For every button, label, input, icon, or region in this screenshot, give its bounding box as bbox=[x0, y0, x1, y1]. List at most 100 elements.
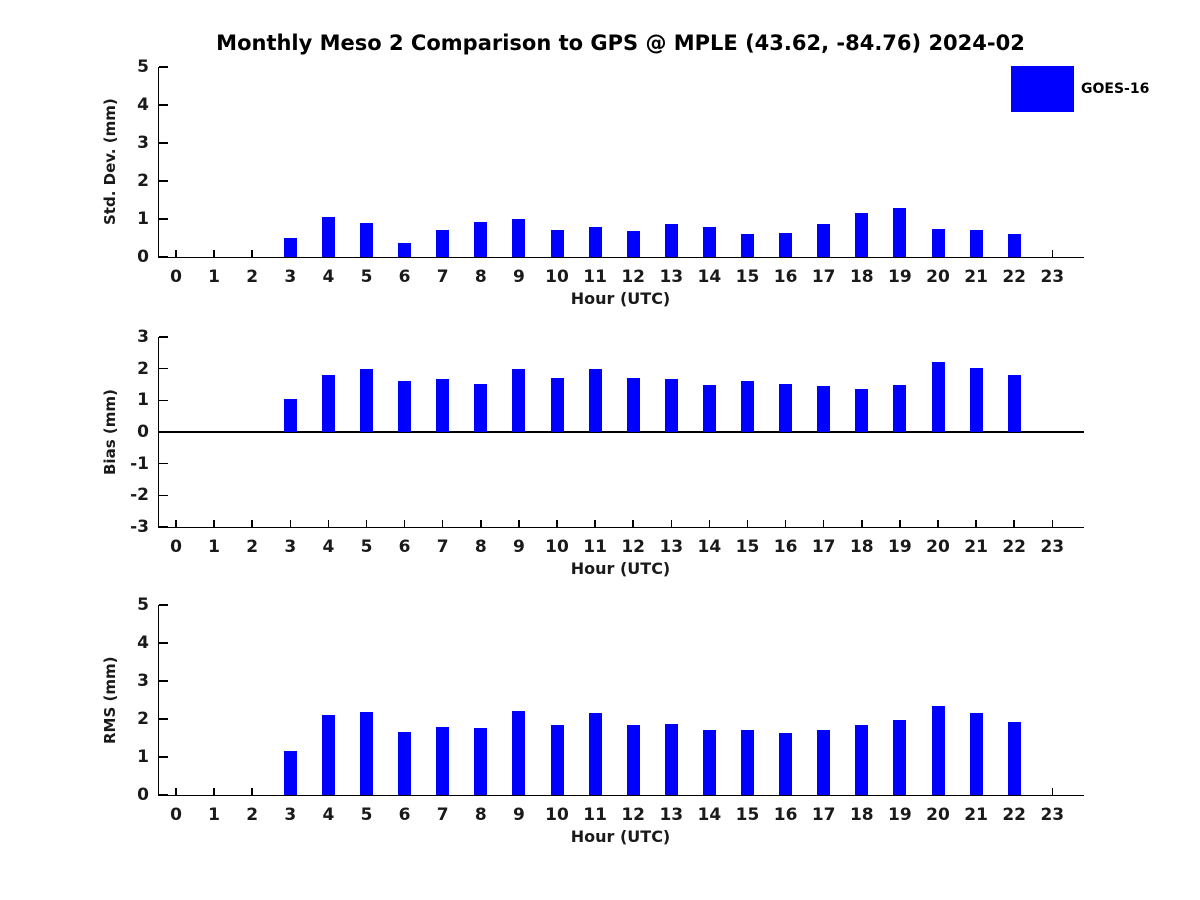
x-tick-label-10: 10 bbox=[545, 537, 569, 557]
x-tick-label-6: 6 bbox=[398, 267, 411, 287]
x-tick-23 bbox=[1051, 788, 1054, 795]
x-tick-4 bbox=[327, 520, 330, 527]
x-tick-label-4: 4 bbox=[322, 537, 335, 557]
x-tick-11 bbox=[594, 520, 596, 527]
y-tick-1 bbox=[159, 756, 168, 758]
x-tick-label-11: 11 bbox=[583, 267, 607, 287]
bar-hour-6 bbox=[398, 380, 412, 432]
zero-line bbox=[159, 431, 1084, 433]
x-tick-label-22: 22 bbox=[1002, 805, 1027, 825]
y-tick-label--1: -1 bbox=[130, 453, 149, 474]
y-tick-label-3: 3 bbox=[137, 133, 149, 153]
bar-hour-5 bbox=[360, 712, 373, 795]
y-tick-2 bbox=[159, 367, 168, 370]
x-tick-1 bbox=[213, 788, 215, 795]
x-tick-label-0: 0 bbox=[170, 267, 182, 287]
x-tick-0 bbox=[175, 520, 177, 527]
x-tick-7 bbox=[441, 520, 444, 527]
legend-swatch-goes-16 bbox=[1011, 66, 1074, 112]
bar-hour-11 bbox=[588, 227, 602, 257]
x-tick-label-23: 23 bbox=[1040, 537, 1065, 557]
bar-hour-20 bbox=[931, 706, 945, 795]
x-tick-20 bbox=[937, 520, 939, 527]
y-tick-label-4: 4 bbox=[137, 633, 149, 653]
x-tick-3 bbox=[289, 520, 292, 527]
x-tick-label-0: 0 bbox=[170, 537, 182, 557]
x-tick-label-5: 5 bbox=[360, 805, 373, 825]
y-tick-1 bbox=[159, 399, 168, 402]
x-tick-label-17: 17 bbox=[811, 805, 836, 825]
x-tick-label-3: 3 bbox=[284, 537, 297, 557]
x-tick-label-19: 19 bbox=[888, 267, 912, 287]
x-tick-label-16: 16 bbox=[773, 267, 798, 287]
x-tick-label-5: 5 bbox=[360, 537, 373, 557]
y-tick-4 bbox=[159, 642, 168, 644]
x-tick-label-4: 4 bbox=[322, 267, 335, 287]
plot-area-rms: 0 1 2 3 4 5 0 1 2 3 4 5 6 7 8 9 10 11 12 13 14 15 16 17 18 19 20 21… bbox=[137, 595, 1084, 825]
x-tick-label-2: 2 bbox=[246, 805, 259, 825]
bar-hour-17 bbox=[817, 730, 831, 795]
bar-hour-18 bbox=[855, 212, 869, 257]
y-tick-0 bbox=[159, 794, 168, 796]
x-tick-5 bbox=[365, 520, 368, 527]
y-tick-2 bbox=[159, 718, 168, 720]
x-tick-label-14: 14 bbox=[697, 805, 722, 825]
bar-hour-11 bbox=[588, 368, 602, 432]
y-tick-label-3: 3 bbox=[137, 327, 149, 347]
y-tick-label-5: 5 bbox=[137, 595, 149, 615]
bar-hour-14 bbox=[702, 730, 716, 795]
x-tick-label-6: 6 bbox=[398, 537, 411, 557]
x-tick-label-11: 11 bbox=[583, 537, 607, 557]
x-tick-label-17: 17 bbox=[811, 267, 836, 287]
y-tick-label-2: 2 bbox=[137, 171, 149, 191]
x-tick-label-23: 23 bbox=[1040, 267, 1065, 287]
x-tick-label-12: 12 bbox=[621, 267, 646, 287]
x-tick-0 bbox=[175, 250, 177, 257]
x-tick-label-22: 22 bbox=[1002, 267, 1027, 287]
x-tick-label-1: 1 bbox=[208, 537, 221, 557]
x-tick-label-9: 9 bbox=[512, 805, 525, 825]
bar-hour-7 bbox=[436, 727, 450, 795]
x-tick-22 bbox=[1013, 520, 1015, 527]
y-tick-3 bbox=[159, 680, 168, 682]
x-tick-label-13: 13 bbox=[659, 805, 684, 825]
x-tick-label-13: 13 bbox=[659, 267, 684, 287]
y-tick-3 bbox=[159, 142, 168, 144]
bar-hour-22 bbox=[1007, 375, 1021, 432]
bar-hour-10 bbox=[550, 725, 564, 795]
bar-hour-10 bbox=[550, 378, 564, 432]
x-tick-9 bbox=[518, 520, 520, 527]
y-tick--3 bbox=[159, 526, 168, 528]
bar-hour-18 bbox=[855, 388, 869, 432]
bar-hour-9 bbox=[512, 711, 526, 795]
x-tick-label-8: 8 bbox=[474, 537, 487, 557]
y-tick--2 bbox=[159, 494, 168, 497]
bar-hour-21 bbox=[969, 368, 983, 432]
bar-hour-5 bbox=[360, 222, 373, 257]
x-tick-label-2: 2 bbox=[246, 267, 259, 287]
y-tick-label-1: 1 bbox=[137, 390, 149, 411]
x-tick-label-1: 1 bbox=[208, 805, 221, 825]
x-tick-label-1: 1 bbox=[208, 267, 221, 287]
plot-area-bias: -3 -2 -1 0 1 2 3 0 1 2 3 4 5 6 7 8 9 10 11 12 13 14 15 16 17 18 19… bbox=[130, 327, 1084, 557]
x-tick-23 bbox=[1051, 520, 1054, 527]
x-tick-13 bbox=[670, 520, 673, 527]
bar-hour-6 bbox=[398, 732, 412, 795]
bar-hour-15 bbox=[741, 730, 754, 795]
bar-hour-13 bbox=[664, 723, 678, 795]
bar-hour-10 bbox=[550, 230, 564, 257]
legend-label-goes-16: GOES-16 bbox=[1081, 81, 1150, 97]
y-tick-label--3: -3 bbox=[130, 517, 149, 537]
x-tick-label-3: 3 bbox=[284, 805, 297, 825]
bar-hour-8 bbox=[474, 383, 488, 432]
chart-title: Monthly Meso 2 Comparison to GPS @ MPLE … bbox=[216, 31, 1025, 55]
x-tick-label-18: 18 bbox=[849, 805, 874, 825]
x-tick-label-21: 21 bbox=[964, 537, 988, 557]
y-tick-label-0: 0 bbox=[137, 785, 149, 805]
x-tick-label-15: 15 bbox=[735, 537, 760, 557]
subplot-std-dev: Std. Dev. (mm) 0 1 2 3 4 5 0 1 2 3 4 5 6 7 8 9 10 11 12 13 1… bbox=[101, 57, 1149, 308]
x-tick-label-7: 7 bbox=[436, 537, 449, 557]
y-tick-4 bbox=[159, 104, 168, 106]
bar-hour-13 bbox=[664, 379, 678, 432]
